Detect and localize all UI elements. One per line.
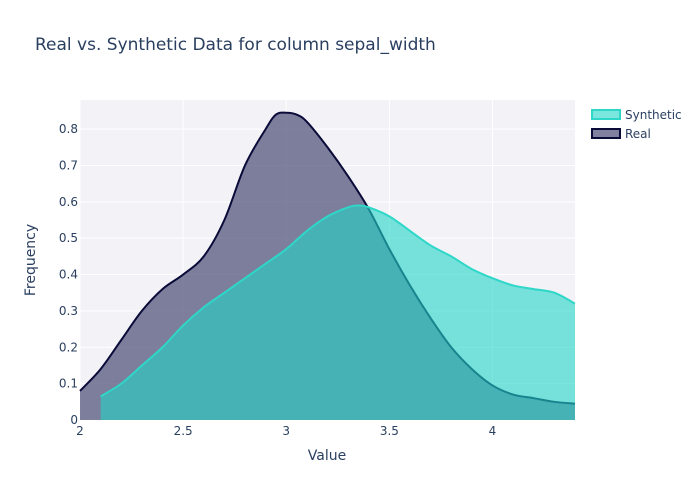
x-tick-label: 3.5	[380, 424, 399, 438]
y-tick-label: 0	[70, 413, 78, 427]
x-tick-label: 2.5	[174, 424, 193, 438]
y-tick-label: 0.8	[59, 122, 78, 136]
chart-title: Real vs. Synthetic Data for column sepal…	[35, 35, 436, 55]
x-tick-label: 4	[489, 424, 497, 438]
y-tick-label: 0.7	[59, 158, 78, 172]
area-synthetic	[100, 205, 575, 420]
y-axis-ticks: 0 0.1 0.2 0.3 0.4 0.5 0.6 0.7 0.8	[59, 122, 78, 427]
legend-item-synthetic[interactable]: Synthetic	[591, 108, 682, 122]
y-tick-label: 0.5	[59, 231, 78, 245]
legend-swatch	[591, 128, 621, 139]
x-axis-label: Value	[308, 448, 346, 464]
y-tick-label: 0.3	[59, 304, 78, 318]
x-axis-ticks: 2 2.5 3 3.5 4	[76, 424, 496, 438]
y-axis-label: Frequency	[23, 224, 39, 296]
y-tick-label: 0.6	[59, 195, 78, 209]
legend-label: Real	[625, 127, 651, 141]
y-tick-label: 0.2	[59, 340, 78, 354]
x-tick-label: 3	[282, 424, 290, 438]
y-tick-label: 0.4	[59, 268, 78, 282]
x-tick-label: 2	[76, 424, 84, 438]
legend-swatch	[591, 109, 621, 120]
legend-item-real[interactable]: Real	[591, 127, 651, 141]
line-synthetic	[100, 204, 576, 398]
plot-areas	[79, 111, 576, 420]
legend[interactable]: Synthetic Real	[591, 108, 682, 141]
legend-label: Synthetic	[625, 108, 682, 122]
y-tick-label: 0.1	[59, 377, 78, 391]
